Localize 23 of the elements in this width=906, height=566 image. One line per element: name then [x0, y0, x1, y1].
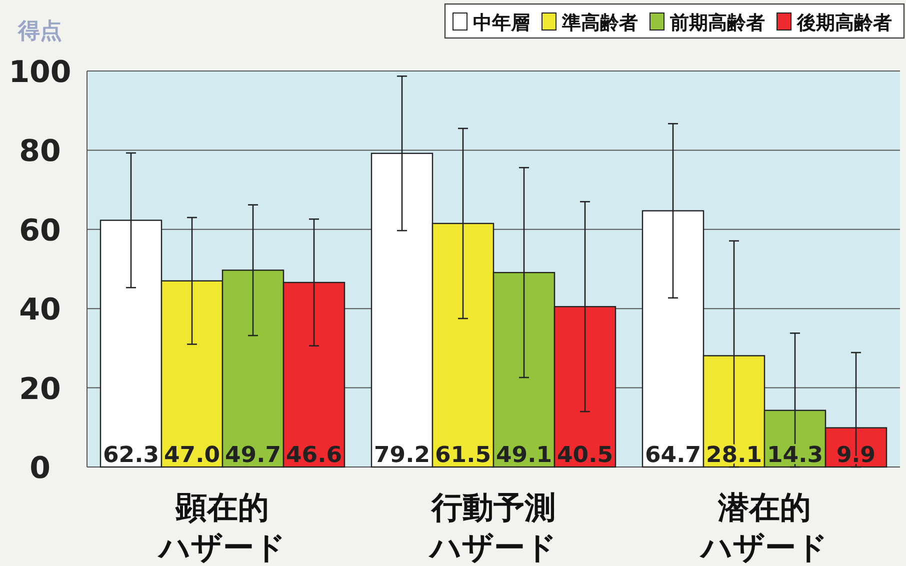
y-tick-label: 60 — [19, 213, 61, 248]
y-tick-label: 100 — [8, 55, 72, 90]
x-tick-label: 行動予測ハザード — [428, 490, 557, 566]
legend-label: 中年層 — [473, 12, 530, 34]
data-label: 62.3 — [103, 443, 159, 468]
y-tick-label: 20 — [19, 372, 61, 407]
legend-label: 前期高齢者 — [669, 12, 765, 34]
x-tick-label: 顕在的ハザード — [157, 490, 286, 566]
y-axis-title: 得点 — [17, 19, 62, 44]
data-label: 79.2 — [374, 443, 430, 468]
data-label: 49.1 — [496, 443, 552, 468]
y-tick-label: 40 — [19, 292, 61, 328]
data-label: 47.0 — [164, 443, 220, 468]
y-tick-label: 0 — [30, 451, 50, 486]
data-label: 40.5 — [557, 443, 613, 468]
data-label: 61.5 — [435, 443, 491, 468]
data-label: 46.6 — [286, 443, 342, 468]
y-tick-label: 80 — [19, 134, 61, 170]
legend-label: 後期高齢者 — [796, 12, 892, 34]
data-label: 64.7 — [645, 443, 701, 468]
data-label: 49.7 — [225, 443, 281, 468]
x-tick-label: 潜在的ハザード — [699, 490, 828, 566]
legend-label: 準高齢者 — [561, 12, 638, 34]
